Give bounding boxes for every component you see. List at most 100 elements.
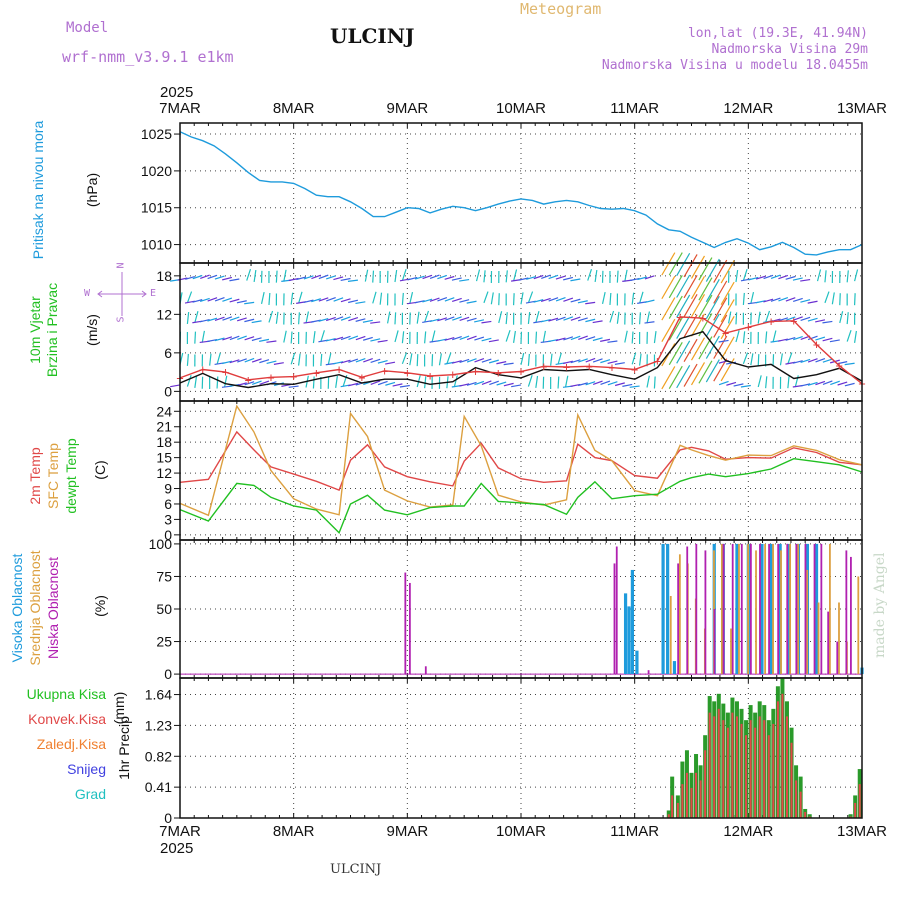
wind-arrow <box>807 335 818 341</box>
series-line-tsfc <box>179 404 863 517</box>
wind-arrow <box>222 297 233 302</box>
wind-arrow <box>540 297 551 303</box>
gust-marker: + <box>563 360 570 374</box>
wind-arrow <box>325 337 336 342</box>
wind-arrow <box>592 380 603 385</box>
cloud-bar-low <box>731 543 734 675</box>
wind-arrow <box>363 358 373 363</box>
cloud-bar-low <box>722 543 725 675</box>
wind-arrow <box>763 298 774 303</box>
wind-arrow <box>498 311 503 324</box>
wind-arrow <box>505 312 508 325</box>
y-tick-label: 0 <box>164 383 172 399</box>
wind-arrow <box>800 316 811 322</box>
wind-arrow <box>503 382 514 387</box>
wind-arrow <box>705 335 720 359</box>
wind-arrow <box>750 291 755 304</box>
wind-arrow <box>414 300 425 304</box>
wind-arrow <box>251 358 262 363</box>
wind-arrow <box>512 293 515 306</box>
x-tick-label-bottom: 8MAR <box>273 823 315 840</box>
wind-arrow <box>578 335 588 341</box>
wind-arrow <box>853 330 857 343</box>
wind-arrow <box>607 381 618 386</box>
gust-marker: + <box>358 370 365 384</box>
wind-arrow <box>186 353 189 366</box>
y-tick-label: 0.41 <box>145 779 172 795</box>
x-tick-label-top: 12MAR <box>723 100 773 117</box>
wind-arrow <box>844 382 855 387</box>
gust-marker: + <box>517 364 524 378</box>
gust-marker: + <box>540 359 547 373</box>
wind-arrow <box>209 353 212 366</box>
wind-arrow <box>370 380 381 385</box>
gust-marker: + <box>745 320 752 334</box>
wind-arrow <box>370 338 381 342</box>
wind-arrow <box>214 337 225 342</box>
wind-arrow <box>214 316 225 321</box>
wind-arrow <box>207 297 218 302</box>
cloud-bar-mid <box>721 543 723 675</box>
wind-arrow <box>726 381 737 386</box>
coords-label: lon,lat (19.3E, 41.94N) <box>687 26 868 41</box>
wind-arrow <box>661 318 676 343</box>
wind-arrow <box>785 316 796 321</box>
cloud-bar-low <box>836 641 839 675</box>
wind-arrow <box>362 336 373 341</box>
gust-marker: + <box>245 373 252 387</box>
x-tick-label-bottom: 12MAR <box>723 823 773 840</box>
compass-arrows <box>97 272 147 316</box>
wind-arrow <box>392 383 403 387</box>
cloud-bar-high <box>769 543 773 675</box>
wind-arrow <box>229 335 240 341</box>
wind-arrow <box>578 358 588 363</box>
wind-arrow <box>290 292 294 305</box>
wind-arrow <box>186 311 190 325</box>
wind-arrow <box>186 291 193 304</box>
y-tick-label: 15 <box>156 450 172 466</box>
wind-arrow <box>592 358 603 363</box>
y-tick-label: 1.64 <box>145 687 172 703</box>
wind-arrow <box>429 297 440 302</box>
wind-arrow <box>713 297 728 321</box>
cloud-bar-high <box>814 543 819 675</box>
y-tick-label: 75 <box>156 568 172 584</box>
wind-arrow <box>372 291 377 304</box>
wind-arrow <box>253 269 257 283</box>
wind-arrow <box>661 252 676 276</box>
wind-arrow <box>348 299 359 304</box>
wind-arrow <box>355 301 366 305</box>
wind-arrow <box>839 311 844 324</box>
cloud-bar-low <box>820 543 823 675</box>
precip-bar-konvek-kisa <box>808 816 811 818</box>
wind-arrow <box>563 297 574 302</box>
wind-arrow <box>266 360 277 365</box>
wind-arrow <box>778 296 789 302</box>
wind-arrow <box>222 276 233 281</box>
wind-arrow <box>305 311 310 324</box>
series-line-speed <box>179 330 863 389</box>
wind-arrow <box>244 357 255 363</box>
cloud-bar-low <box>713 609 716 675</box>
wind-arrow <box>668 275 683 299</box>
precip-bar-konvek-kisa <box>745 735 748 818</box>
wind-arrow <box>587 269 593 281</box>
wind-arrow <box>668 295 683 319</box>
compass-e: E <box>150 288 157 299</box>
wind-arrow <box>778 274 789 280</box>
wind-arrow <box>186 374 192 387</box>
x-tick-label-top: 7MAR <box>159 100 201 117</box>
wind-arrow <box>511 384 522 388</box>
precip-bar-konvek-kisa <box>722 720 725 818</box>
precip-bar-konvek-kisa <box>667 814 670 818</box>
wind-arrow <box>483 291 489 304</box>
wind-arrow <box>310 319 321 323</box>
y-tick-label: 1025 <box>141 126 172 142</box>
wind-arrow <box>259 380 270 385</box>
wind-arrow <box>846 270 849 283</box>
cloud-bar-low <box>615 546 618 675</box>
wind-arrow <box>607 360 618 365</box>
y-tick-label: 100 <box>149 536 173 552</box>
wind-arrow <box>348 335 359 341</box>
wind-arrow <box>520 352 525 365</box>
